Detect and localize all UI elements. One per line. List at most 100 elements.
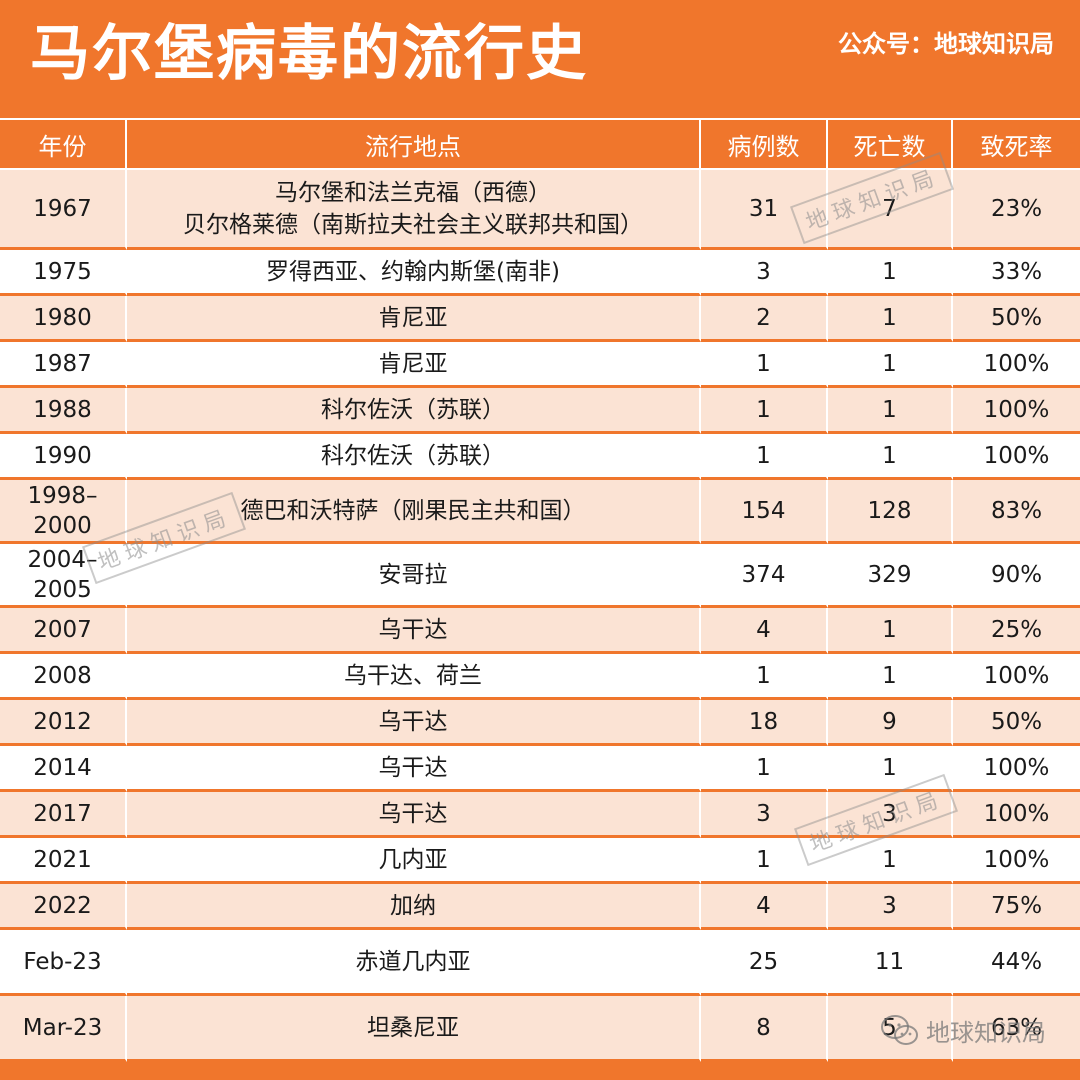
table-row: 1998– 2000 德巴和沃特萨（刚果民主共和国） 154 128 83%: [0, 480, 1080, 544]
cell-year: 2014: [0, 746, 127, 792]
outbreak-table: 年份 流行地点 病例数 死亡数 致死率 1967 马尔堡和法兰克福（西德） 贝尔格莱…: [0, 118, 1080, 1062]
cell-place: 乌干达: [127, 746, 701, 792]
cell-place: 加纳: [127, 884, 701, 930]
cell-deaths: 329: [828, 544, 953, 608]
cell-deaths: 128: [828, 480, 953, 544]
cell-year: Feb-23: [0, 930, 127, 996]
cell-deaths: 1: [828, 838, 953, 884]
cell-deaths: 5: [828, 996, 953, 1062]
bottom-border: [0, 1072, 1080, 1080]
cell-rate: 100%: [953, 792, 1080, 838]
cell-place-line: 坦桑尼亚: [367, 1014, 459, 1041]
cell-place: 坦桑尼亚: [127, 996, 701, 1062]
cell-place-line: 马尔堡和法兰克福（西德）: [275, 179, 551, 206]
cell-deaths: 1: [828, 250, 953, 296]
cell-year-line: 2005: [33, 576, 92, 603]
cell-deaths: 9: [828, 700, 953, 746]
cell-cases: 4: [701, 608, 828, 654]
cell-deaths: 1: [828, 388, 953, 434]
table-row: 1980 肯尼亚 2 1 50%: [0, 296, 1080, 342]
cell-place-line: 安哥拉: [378, 561, 448, 588]
cell-place: 肯尼亚: [127, 342, 701, 388]
cell-year-line: 2004–: [27, 546, 98, 573]
cell-rate: 100%: [953, 434, 1080, 480]
cell-place: 科尔佐沃（苏联）: [127, 388, 701, 434]
cell-place-line: 乌干达: [378, 754, 448, 781]
cell-year: 1975: [0, 250, 127, 296]
cell-year: Mar-23: [0, 996, 127, 1062]
cell-deaths: 1: [828, 296, 953, 342]
cell-deaths: 7: [828, 170, 953, 250]
cell-place: 几内亚: [127, 838, 701, 884]
cell-place-line: 肯尼亚: [378, 304, 448, 331]
cell-cases: 1: [701, 342, 828, 388]
table-row: 2004– 2005 安哥拉 374 329 90%: [0, 544, 1080, 608]
cell-place: 马尔堡和法兰克福（西德） 贝尔格莱德（南斯拉夫社会主义联邦共和国）: [127, 170, 701, 250]
cell-deaths: 1: [828, 434, 953, 480]
cell-cases: 4: [701, 884, 828, 930]
cell-deaths: 11: [828, 930, 953, 996]
cell-year: 1980: [0, 296, 127, 342]
cell-cases: 1: [701, 388, 828, 434]
cell-cases: 3: [701, 792, 828, 838]
cell-cases: 25: [701, 930, 828, 996]
table-container: 年份 流行地点 病例数 死亡数 致死率 1967 马尔堡和法兰克福（西德） 贝尔格莱…: [0, 108, 1080, 1080]
table-header-row: 年份 流行地点 病例数 死亡数 致死率: [0, 118, 1080, 170]
cell-cases: 18: [701, 700, 828, 746]
cell-place: 乌干达: [127, 608, 701, 654]
page-title: 马尔堡病毒的流行史: [30, 19, 588, 89]
cell-place-line: 德巴和沃特萨（刚果民主共和国）: [240, 497, 586, 524]
table-row: 2007 乌干达 4 1 25%: [0, 608, 1080, 654]
cell-cases: 1: [701, 746, 828, 792]
cell-rate: 63%: [953, 996, 1080, 1062]
cell-cases: 31: [701, 170, 828, 250]
cell-place: 罗得西亚、约翰内斯堡(南非): [127, 250, 701, 296]
cell-place: 安哥拉: [127, 544, 701, 608]
cell-rate: 83%: [953, 480, 1080, 544]
table-row: 1987 肯尼亚 1 1 100%: [0, 342, 1080, 388]
cell-rate: 100%: [953, 654, 1080, 700]
cell-deaths: 1: [828, 654, 953, 700]
cell-rate: 33%: [953, 250, 1080, 296]
cell-year: 1988: [0, 388, 127, 434]
table-row: 2017 乌干达 3 3 100%: [0, 792, 1080, 838]
cell-cases: 2: [701, 296, 828, 342]
header-banner: 马尔堡病毒的流行史 公众号：地球知识局: [0, 0, 1080, 108]
table-row: 2014 乌干达 1 1 100%: [0, 746, 1080, 792]
cell-cases: 1: [701, 434, 828, 480]
cell-place: 乌干达、荷兰: [127, 654, 701, 700]
cell-place-line: 加纳: [390, 892, 436, 919]
cell-cases: 1: [701, 654, 828, 700]
cell-place-line: 几内亚: [378, 846, 448, 873]
cell-rate: 90%: [953, 544, 1080, 608]
cell-rate: 25%: [953, 608, 1080, 654]
cell-rate: 100%: [953, 746, 1080, 792]
cell-place-line: 科尔佐沃（苏联）: [321, 396, 505, 423]
cell-year: 2012: [0, 700, 127, 746]
cell-rate: 23%: [953, 170, 1080, 250]
column-header-cases: 病例数: [701, 118, 828, 170]
cell-place-line: 赤道几内亚: [355, 948, 471, 975]
table-row: Feb-23 赤道几内亚 25 11 44%: [0, 930, 1080, 996]
column-header-deaths: 死亡数: [828, 118, 953, 170]
cell-deaths: 1: [828, 746, 953, 792]
cell-cases: 3: [701, 250, 828, 296]
table-row: 2021 几内亚 1 1 100%: [0, 838, 1080, 884]
table-row: 2022 加纳 4 3 75%: [0, 884, 1080, 930]
cell-place-line: 贝尔格莱德（南斯拉夫社会主义联邦共和国）: [183, 211, 643, 238]
cell-place-line: 罗得西亚、约翰内斯堡(南非): [266, 258, 560, 285]
cell-cases: 8: [701, 996, 828, 1062]
column-header-year: 年份: [0, 118, 127, 170]
table-row: 2012 乌干达 18 9 50%: [0, 700, 1080, 746]
cell-place: 肯尼亚: [127, 296, 701, 342]
cell-rate: 100%: [953, 388, 1080, 434]
cell-year: 2007: [0, 608, 127, 654]
cell-rate: 100%: [953, 838, 1080, 884]
cell-cases: 154: [701, 480, 828, 544]
cell-place: 乌干达: [127, 700, 701, 746]
cell-year: 2008: [0, 654, 127, 700]
cell-year: 2022: [0, 884, 127, 930]
table-body: 1967 马尔堡和法兰克福（西德） 贝尔格莱德（南斯拉夫社会主义联邦共和国） 31 7 2…: [0, 170, 1080, 1062]
cell-rate: 75%: [953, 884, 1080, 930]
table-row: 1975 罗得西亚、约翰内斯堡(南非) 3 1 33%: [0, 250, 1080, 296]
